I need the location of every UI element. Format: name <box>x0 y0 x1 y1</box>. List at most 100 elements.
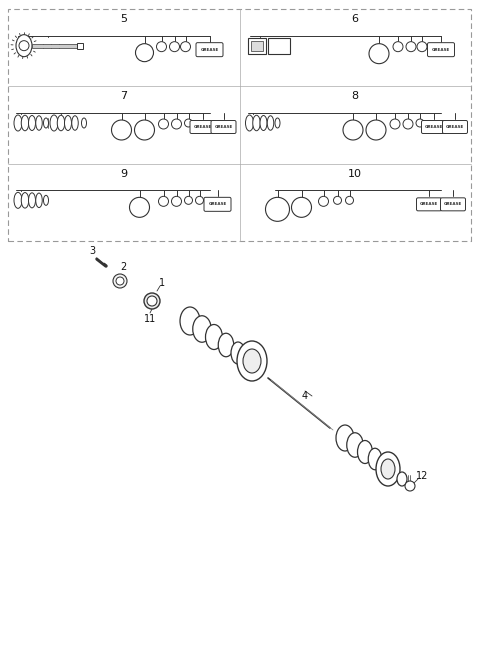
Circle shape <box>135 44 154 62</box>
Text: GREASE: GREASE <box>444 202 462 207</box>
Ellipse shape <box>245 115 253 131</box>
Circle shape <box>343 120 363 140</box>
Ellipse shape <box>397 472 407 486</box>
Ellipse shape <box>218 333 234 357</box>
Ellipse shape <box>28 115 36 131</box>
Ellipse shape <box>36 115 42 131</box>
Circle shape <box>319 196 328 207</box>
Ellipse shape <box>36 193 42 207</box>
Circle shape <box>393 42 403 52</box>
Circle shape <box>116 277 124 285</box>
Text: 4: 4 <box>302 391 308 401</box>
Circle shape <box>113 274 127 288</box>
Ellipse shape <box>347 433 363 457</box>
Circle shape <box>134 120 155 140</box>
FancyBboxPatch shape <box>204 197 231 211</box>
Text: 1: 1 <box>159 278 165 288</box>
Circle shape <box>158 119 168 129</box>
Text: 12: 12 <box>416 471 428 481</box>
Ellipse shape <box>358 440 372 464</box>
Bar <box>77 43 83 49</box>
Circle shape <box>169 42 180 52</box>
Ellipse shape <box>376 452 400 486</box>
Circle shape <box>184 119 192 127</box>
Circle shape <box>390 119 400 129</box>
Circle shape <box>158 196 168 207</box>
Text: 7: 7 <box>120 91 127 101</box>
FancyBboxPatch shape <box>428 43 455 56</box>
Ellipse shape <box>28 193 36 208</box>
FancyBboxPatch shape <box>190 121 215 134</box>
Ellipse shape <box>14 192 22 209</box>
Ellipse shape <box>16 35 32 56</box>
Text: GREASE: GREASE <box>200 48 219 52</box>
Ellipse shape <box>237 341 267 381</box>
Circle shape <box>405 481 415 491</box>
Circle shape <box>111 120 132 140</box>
Ellipse shape <box>44 195 48 205</box>
Circle shape <box>291 197 312 217</box>
Ellipse shape <box>64 115 72 131</box>
Circle shape <box>417 42 427 52</box>
Ellipse shape <box>260 115 267 131</box>
Text: GREASE: GREASE <box>193 125 212 129</box>
Text: 2: 2 <box>120 262 126 272</box>
Circle shape <box>147 296 157 306</box>
Ellipse shape <box>205 325 223 350</box>
Ellipse shape <box>336 425 354 451</box>
Circle shape <box>265 197 289 221</box>
Circle shape <box>171 196 181 207</box>
Circle shape <box>195 196 204 204</box>
Ellipse shape <box>21 193 29 208</box>
FancyBboxPatch shape <box>421 121 446 134</box>
Text: GREASE: GREASE <box>425 125 443 129</box>
Ellipse shape <box>44 118 48 128</box>
Ellipse shape <box>19 41 29 51</box>
Circle shape <box>403 119 413 129</box>
Bar <box>251 41 263 51</box>
Circle shape <box>180 42 191 52</box>
Circle shape <box>406 42 416 52</box>
FancyBboxPatch shape <box>417 198 442 211</box>
Text: 3: 3 <box>89 246 95 256</box>
Circle shape <box>130 197 149 217</box>
Ellipse shape <box>21 115 29 131</box>
Circle shape <box>156 42 167 52</box>
Ellipse shape <box>381 459 395 479</box>
Ellipse shape <box>82 118 86 128</box>
Circle shape <box>144 293 160 309</box>
Text: GREASE: GREASE <box>446 125 464 129</box>
Circle shape <box>369 44 389 64</box>
Ellipse shape <box>193 316 211 342</box>
Circle shape <box>184 196 192 204</box>
Ellipse shape <box>275 118 280 128</box>
FancyBboxPatch shape <box>441 198 466 211</box>
Ellipse shape <box>57 115 65 131</box>
Bar <box>267 37 289 54</box>
Ellipse shape <box>14 115 22 131</box>
Text: 10: 10 <box>348 169 362 178</box>
Circle shape <box>334 196 341 204</box>
Ellipse shape <box>368 448 382 470</box>
Bar <box>32 44 77 48</box>
Ellipse shape <box>243 349 261 373</box>
Text: GREASE: GREASE <box>432 48 450 52</box>
Text: 5: 5 <box>120 14 127 24</box>
Ellipse shape <box>50 115 58 131</box>
Ellipse shape <box>231 342 245 364</box>
Text: 6: 6 <box>352 14 359 24</box>
Circle shape <box>416 119 424 127</box>
Text: GREASE: GREASE <box>208 202 227 207</box>
Text: 11: 11 <box>144 314 156 324</box>
Bar <box>248 37 265 54</box>
Text: GREASE: GREASE <box>420 202 438 207</box>
FancyBboxPatch shape <box>211 121 236 134</box>
Ellipse shape <box>180 307 200 335</box>
Bar <box>8 9 471 241</box>
Text: 9: 9 <box>120 169 127 178</box>
Circle shape <box>366 120 386 140</box>
Text: GREASE: GREASE <box>214 125 233 129</box>
Ellipse shape <box>72 115 78 131</box>
FancyBboxPatch shape <box>443 121 468 134</box>
Ellipse shape <box>253 115 260 131</box>
